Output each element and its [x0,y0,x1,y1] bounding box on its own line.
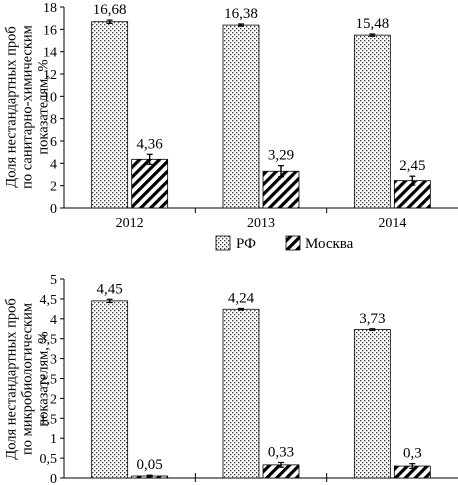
y-tick-label: 8 [50,113,57,128]
bar [393,180,431,209]
y-tick-label: 0,5 [40,452,58,467]
x-tick-label: 2013 [247,216,275,231]
y-tick-label: 2 [50,392,57,407]
y-tick-label: 4,5 [40,293,58,308]
chart-microbiological: 0 0,5 1 1,5 2 2,5 3 3,5 4 4,5 5 4,45 4,24 3,73 0,05 0,3… [3,273,458,485]
data-label: 15,48 [355,16,389,32]
y-tick-label: 3,5 [40,333,58,348]
data-label: 4,36 [137,136,164,152]
x-tick-label: 2014 [378,216,406,231]
chart-sanitary-chemical: 0 2 4 6 8 10 12 14 16 18 2012 2013 2014 16,68 16,38 15,… [3,1,458,231]
bar [91,21,129,209]
data-label: 2,45 [399,158,425,174]
y-tick-label: 4 [50,313,57,328]
data-label: 0,3 [403,446,422,462]
data-label: 3,29 [268,148,294,164]
y-axis-title-line: по микробиологическим [19,303,35,455]
y-tick-label: 18 [43,1,57,16]
y-tick-label: 14 [43,46,57,61]
y-tick-label: 4 [50,157,57,172]
y-axis-title-line: Доля нестандартных проб [3,298,19,459]
y-tick-label: 2,5 [40,373,58,388]
y-axis-title-line: по санитарно-химическим [19,25,35,189]
bar [222,24,260,209]
legend: РФ Москва [215,235,354,252]
y-tick-label: 5 [50,273,57,288]
legend-swatch-moscow [285,235,301,251]
y-tick-label: 0 [50,472,57,485]
data-label: 3,73 [359,311,385,327]
legend-label-rf: РФ [236,236,256,252]
data-label: 0,33 [268,444,294,460]
legend-label-moscow: Москва [305,236,354,252]
y-tick-label: 16 [43,23,57,38]
y-tick-label: 1,5 [40,412,58,427]
bar [353,34,391,209]
data-label: 16,38 [224,6,258,22]
x-tick-label: 2012 [116,216,144,231]
y-tick-label: 1 [50,432,57,447]
data-label: 4,24 [228,290,255,306]
y-axis-title-line: показателям, % [35,59,51,154]
y-axis-title-line: Доля нестандартных проб [3,26,19,187]
bar [91,300,129,479]
legend-swatch-rf [215,235,231,251]
data-label: 0,05 [137,457,163,473]
data-label: 16,68 [93,2,127,18]
y-axis-title-line: показателям, % [35,331,51,426]
bar [353,329,391,479]
y-tick-label: 10 [43,90,57,105]
y-tick-label: 12 [43,68,57,83]
y-tick-label: 2 [50,180,57,195]
data-label: 4,45 [97,281,123,297]
bar [222,308,260,479]
y-tick-label: 3 [50,353,57,368]
y-tick-label: 0 [50,202,57,217]
bar [131,158,169,209]
y-tick-label: 6 [50,135,57,150]
